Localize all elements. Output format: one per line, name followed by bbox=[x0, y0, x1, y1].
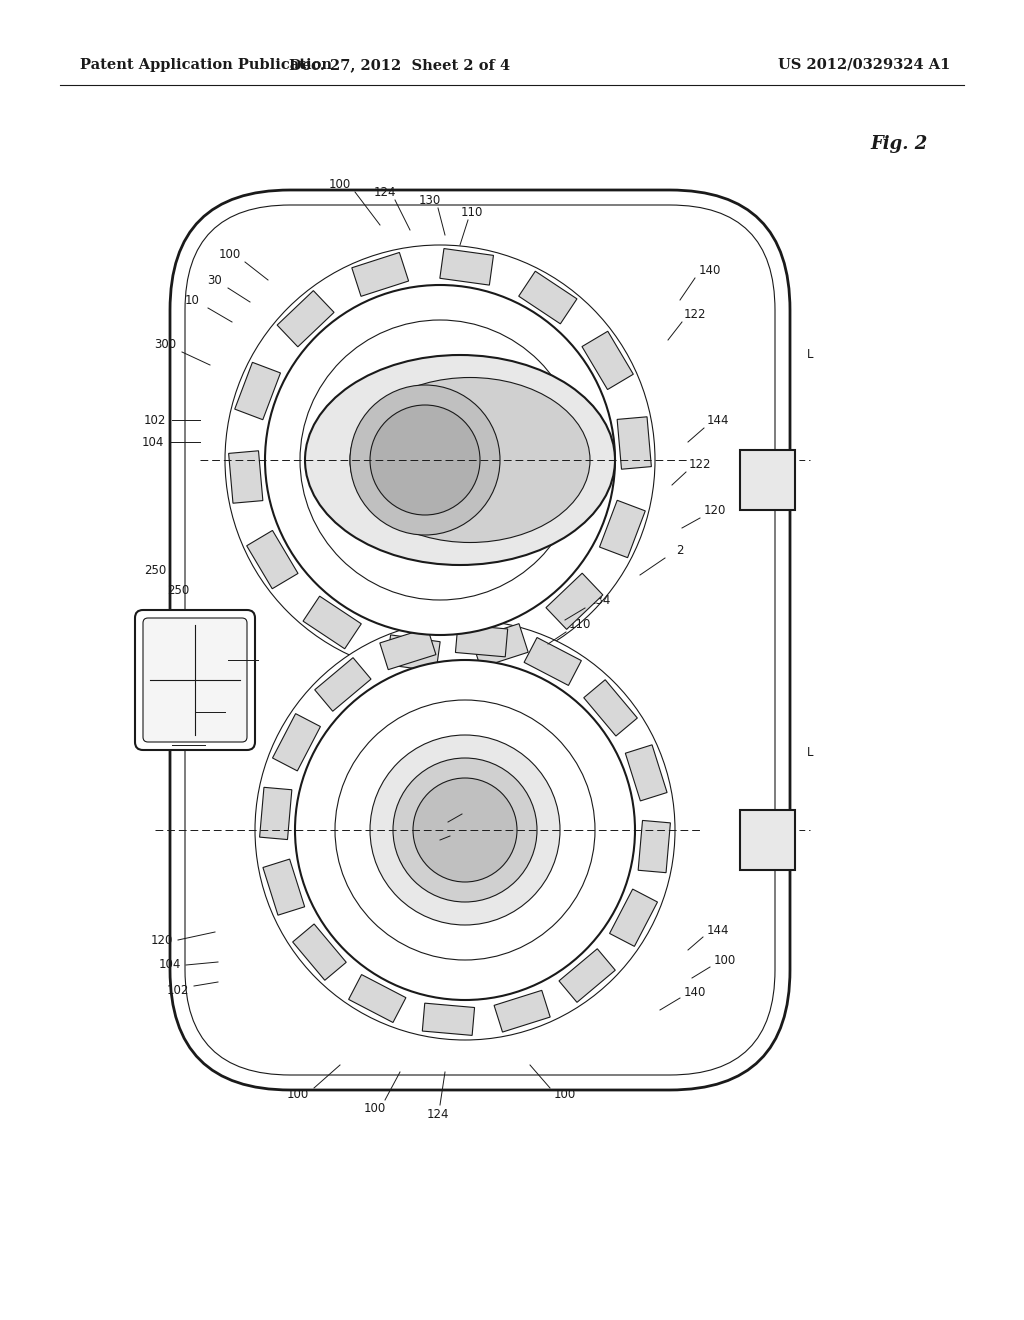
Bar bbox=[524, 638, 582, 685]
Circle shape bbox=[393, 758, 537, 902]
Text: 130: 130 bbox=[419, 194, 441, 206]
Text: 10: 10 bbox=[184, 293, 200, 306]
Bar bbox=[740, 810, 795, 870]
Text: 122: 122 bbox=[684, 309, 707, 322]
Text: 30: 30 bbox=[208, 273, 222, 286]
Bar bbox=[519, 271, 577, 323]
Bar bbox=[348, 974, 406, 1023]
Bar bbox=[228, 451, 263, 503]
Text: 140: 140 bbox=[684, 986, 707, 998]
Bar bbox=[440, 248, 494, 285]
Bar bbox=[626, 744, 667, 801]
Text: 300: 300 bbox=[154, 338, 176, 351]
Bar bbox=[584, 680, 637, 737]
Bar bbox=[617, 417, 651, 469]
Text: 120: 120 bbox=[703, 503, 726, 516]
Bar bbox=[314, 657, 371, 711]
Bar bbox=[380, 628, 436, 669]
Text: 104: 104 bbox=[159, 958, 181, 972]
Text: 102: 102 bbox=[167, 983, 189, 997]
Bar bbox=[247, 531, 298, 589]
Bar bbox=[609, 890, 657, 946]
Circle shape bbox=[370, 405, 480, 515]
Bar bbox=[234, 362, 281, 420]
Bar bbox=[638, 821, 671, 873]
Text: Fig. 2: Fig. 2 bbox=[870, 135, 928, 153]
Bar bbox=[422, 1003, 474, 1035]
Circle shape bbox=[335, 700, 595, 960]
Text: 100: 100 bbox=[287, 1089, 309, 1101]
Text: 122: 122 bbox=[143, 738, 166, 751]
Text: 12: 12 bbox=[172, 705, 187, 718]
Circle shape bbox=[370, 735, 560, 925]
Circle shape bbox=[255, 620, 675, 1040]
Text: 134: 134 bbox=[589, 594, 611, 606]
Text: 122: 122 bbox=[689, 458, 712, 471]
FancyBboxPatch shape bbox=[135, 610, 255, 750]
Text: L: L bbox=[807, 348, 813, 362]
Bar bbox=[582, 331, 633, 389]
Text: 100: 100 bbox=[219, 248, 241, 261]
Text: US 2012/0329324 A1: US 2012/0329324 A1 bbox=[777, 58, 950, 73]
Text: 124: 124 bbox=[374, 186, 396, 198]
Bar bbox=[559, 949, 615, 1002]
Circle shape bbox=[350, 385, 500, 535]
Bar bbox=[278, 290, 334, 347]
Bar bbox=[272, 714, 321, 771]
Text: 100: 100 bbox=[329, 178, 351, 191]
Ellipse shape bbox=[305, 355, 615, 565]
Text: 120: 120 bbox=[151, 933, 173, 946]
Text: 110: 110 bbox=[568, 619, 591, 631]
Bar bbox=[293, 924, 346, 981]
Text: 124: 124 bbox=[427, 1109, 450, 1122]
Text: 100: 100 bbox=[554, 1089, 577, 1101]
FancyBboxPatch shape bbox=[170, 190, 790, 1090]
Text: 122: 122 bbox=[199, 653, 221, 667]
Bar bbox=[495, 990, 550, 1032]
Text: Dec. 27, 2012  Sheet 2 of 4: Dec. 27, 2012 Sheet 2 of 4 bbox=[290, 58, 511, 73]
Text: 100: 100 bbox=[714, 953, 736, 966]
Bar bbox=[352, 252, 409, 296]
Text: 104: 104 bbox=[141, 436, 164, 449]
Bar bbox=[546, 573, 603, 630]
Text: 144: 144 bbox=[707, 924, 729, 936]
Circle shape bbox=[295, 660, 635, 1001]
Text: 250: 250 bbox=[167, 583, 189, 597]
Text: 322: 322 bbox=[454, 825, 476, 838]
Text: 2: 2 bbox=[676, 544, 684, 557]
Bar bbox=[471, 623, 528, 668]
Circle shape bbox=[300, 319, 580, 601]
Text: 102: 102 bbox=[143, 413, 166, 426]
Bar bbox=[599, 500, 645, 557]
Text: L: L bbox=[807, 746, 813, 759]
Bar bbox=[386, 635, 440, 672]
Text: 320: 320 bbox=[467, 801, 489, 814]
Bar bbox=[263, 859, 305, 915]
Circle shape bbox=[225, 246, 655, 675]
Text: 140: 140 bbox=[698, 264, 721, 276]
FancyBboxPatch shape bbox=[143, 618, 247, 742]
Text: 144: 144 bbox=[707, 413, 729, 426]
Bar bbox=[456, 624, 508, 657]
Text: 100: 100 bbox=[364, 1101, 386, 1114]
Circle shape bbox=[265, 285, 615, 635]
Ellipse shape bbox=[350, 378, 590, 543]
Circle shape bbox=[413, 777, 517, 882]
Bar bbox=[260, 787, 292, 840]
Text: 250: 250 bbox=[144, 564, 166, 577]
Bar bbox=[740, 450, 795, 510]
Bar bbox=[303, 597, 361, 649]
Text: Patent Application Publication: Patent Application Publication bbox=[80, 58, 332, 73]
Text: 110: 110 bbox=[461, 206, 483, 219]
